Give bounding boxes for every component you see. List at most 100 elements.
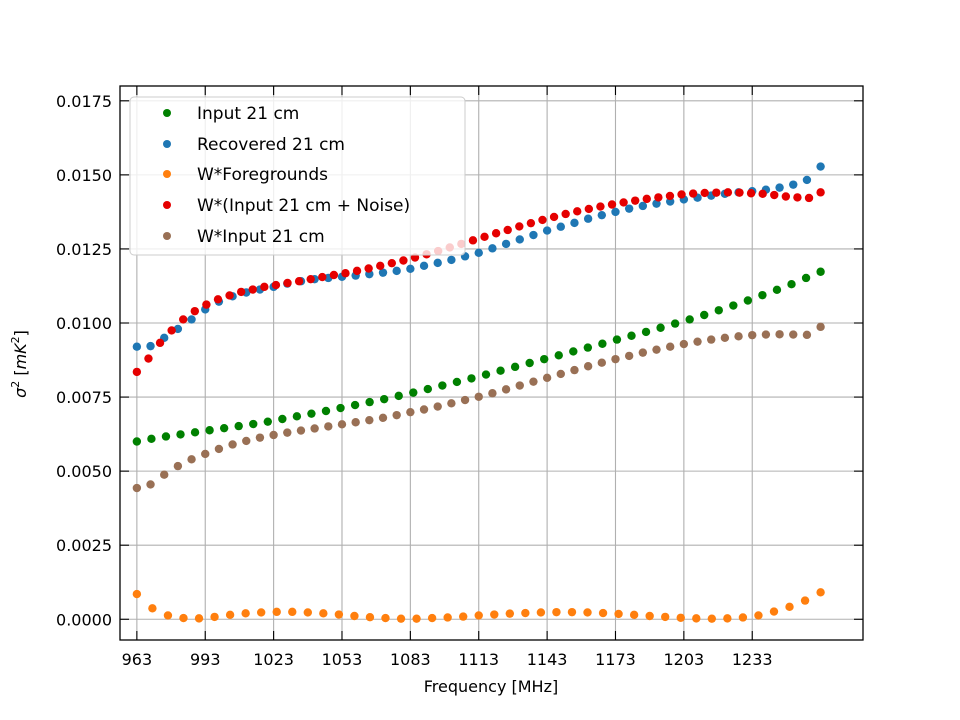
data-point: [292, 412, 302, 421]
legend-entry-w-input-plus-noise: W*(Input 21 cm + Noise): [163, 196, 410, 216]
data-point: [597, 358, 607, 367]
data-point: [236, 287, 246, 297]
legend-box: [129, 96, 466, 256]
data-point: [554, 351, 563, 360]
legend-marker-input-21cm: [163, 109, 171, 117]
data-point: [225, 610, 235, 620]
data-point: [474, 392, 483, 401]
data-point: [720, 333, 730, 343]
series-2: [132, 588, 825, 623]
data-point: [627, 331, 636, 340]
data-point: [540, 354, 549, 364]
data-point: [351, 418, 360, 427]
data-point: [306, 274, 315, 284]
data-point: [583, 343, 593, 352]
data-point: [271, 280, 281, 290]
data-point: [624, 204, 634, 213]
data-point: [179, 315, 188, 324]
data-point: [187, 455, 196, 464]
legend-marker-w-input-21cm: [163, 232, 171, 240]
data-point: [676, 613, 685, 622]
data-point: [256, 608, 266, 617]
data-point: [324, 422, 333, 431]
data-point: [700, 310, 709, 320]
data-point: [723, 614, 732, 623]
data-point: [645, 611, 654, 621]
data-point: [573, 207, 582, 216]
data-point: [583, 608, 592, 617]
data-point: [642, 194, 651, 204]
data-point: [260, 282, 269, 292]
data-point: [816, 588, 825, 597]
data-point: [501, 385, 511, 394]
data-point: [515, 381, 524, 390]
data-point: [772, 285, 782, 295]
data-point: [241, 609, 250, 618]
legend-entry-w-input-21cm: W*Input 21 cm: [163, 227, 325, 247]
data-point: [255, 433, 265, 442]
y-axis-title-unit-exponent: 2: [9, 336, 22, 343]
data-point: [288, 607, 297, 617]
data-point: [746, 189, 756, 198]
legend-marker-w-input-plus-noise: [163, 201, 171, 209]
data-point: [769, 607, 779, 616]
data-point: [144, 354, 153, 363]
data-point: [712, 188, 721, 197]
data-point: [242, 436, 251, 446]
data-point: [474, 611, 483, 620]
data-point: [515, 222, 524, 231]
data-point: [365, 415, 374, 425]
y-axis-title-symbol: σ: [11, 387, 30, 398]
data-point: [474, 248, 483, 257]
data-point: [570, 365, 579, 375]
data-point: [458, 612, 468, 621]
data-point: [381, 613, 390, 623]
data-point: [816, 188, 825, 197]
data-point: [219, 423, 229, 433]
data-point: [460, 395, 470, 405]
data-point: [775, 183, 784, 192]
data-point: [214, 444, 224, 454]
y-tick-label: 0.0150: [56, 166, 112, 185]
data-point: [161, 432, 171, 441]
legend-marker-w-foregrounds: [163, 170, 171, 178]
data-point: [272, 607, 281, 617]
data-point: [552, 607, 561, 617]
data-point: [567, 607, 577, 617]
data-point: [283, 428, 292, 437]
data-point: [396, 614, 406, 623]
data-point: [187, 315, 196, 324]
data-point: [800, 596, 810, 605]
data-point: [570, 218, 579, 228]
data-point: [641, 327, 651, 337]
data-point: [423, 384, 433, 394]
data-point: [583, 362, 593, 371]
data-point: [392, 266, 401, 276]
data-point: [816, 162, 825, 171]
data-point: [409, 388, 418, 397]
data-point: [729, 301, 738, 310]
data-point: [447, 399, 456, 408]
data-point: [501, 239, 511, 249]
y-axis-title: σ2 [mK2]: [9, 330, 30, 398]
data-point: [785, 602, 794, 612]
data-point: [319, 609, 328, 618]
data-point: [234, 421, 243, 431]
data-point: [612, 335, 622, 344]
legend-label-w-input-21cm: W*Input 21 cm: [197, 227, 325, 247]
data-point: [688, 189, 698, 198]
data-point: [491, 229, 501, 238]
data-point: [307, 409, 316, 418]
data-point: [202, 300, 211, 309]
legend-label-w-input-plus-noise: W*(Input 21 cm + Noise): [197, 196, 410, 216]
data-point: [505, 609, 515, 618]
y-axis-title-bracket-open: [: [11, 369, 30, 380]
data-point: [350, 611, 359, 621]
data-point: [163, 611, 173, 620]
data-point: [160, 470, 169, 479]
data-point: [789, 330, 798, 339]
data-point: [597, 210, 607, 220]
data-point: [661, 612, 670, 622]
data-point: [392, 410, 401, 420]
data-point: [654, 193, 663, 202]
